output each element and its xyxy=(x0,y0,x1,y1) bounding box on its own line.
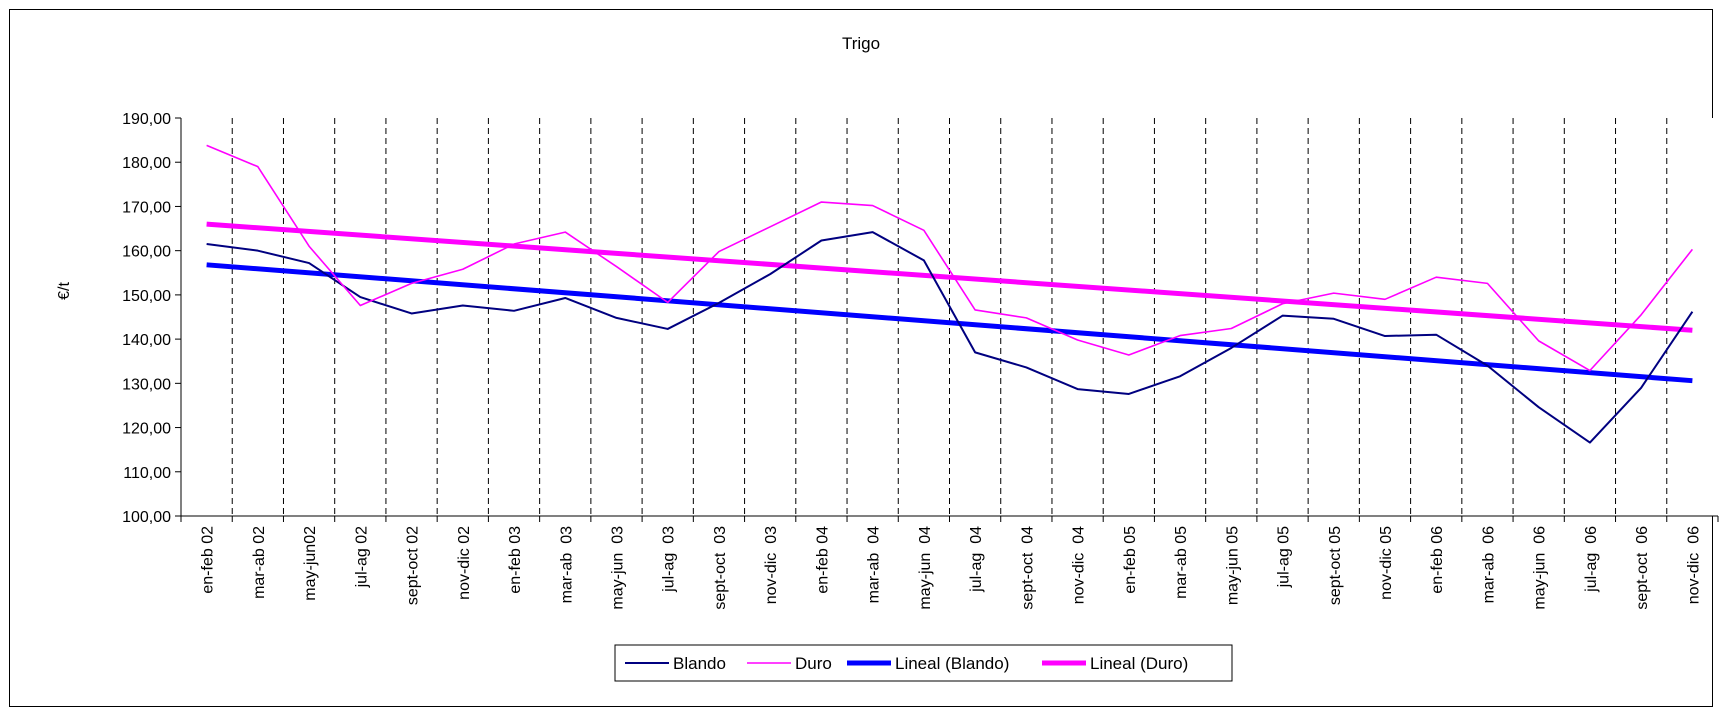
x-tick-label: en-feb 04 xyxy=(814,526,831,594)
x-tick-label: jul-ag 03 xyxy=(661,526,678,593)
x-tick-label: sept-oct 06 xyxy=(1634,526,1651,610)
x-tick-label: may-jun 05 xyxy=(1224,526,1241,605)
x-tick-label: en-feb 05 xyxy=(1122,526,1139,594)
x-tick-label: nov-dic 04 xyxy=(1071,526,1088,604)
grid-lines xyxy=(231,118,1668,516)
x-tick-label: mar-ab 05 xyxy=(1173,526,1190,599)
series-line-lineal-duro xyxy=(206,221,1693,333)
y-tick-label: 140,00 xyxy=(122,332,171,349)
legend-label: Lineal (Duro) xyxy=(1090,654,1188,673)
x-tick-label: jul-ag 05 xyxy=(1276,526,1293,588)
y-tick-label: 110,00 xyxy=(123,465,171,482)
x-tick-label: mar-ab 06 xyxy=(1480,526,1497,603)
x-tick-label: nov-dic 05 xyxy=(1378,526,1395,600)
x-tick-label: en-feb 03 xyxy=(507,526,524,594)
series-line-lineal-blando xyxy=(206,262,1693,384)
legend-label: Duro xyxy=(795,654,832,673)
x-tick-label: sept-oct 02 xyxy=(405,526,422,605)
y-axis-ticks: 100,00 110,00 120,00 130,00 140,00 150,00 160,… xyxy=(122,111,181,526)
x-tick-label: jul-ag 04 xyxy=(968,526,985,593)
x-tick-label: en-feb 06 xyxy=(1429,526,1446,594)
y-tick-label: 190,00 xyxy=(122,111,171,128)
y-tick-label: 180,00 xyxy=(122,155,171,172)
y-axis-label: €/t xyxy=(56,282,73,300)
series-line-blando xyxy=(206,231,1694,444)
series-line-duro xyxy=(206,144,1694,372)
x-tick-label: may-jun 04 xyxy=(917,526,934,610)
x-axis-ticks: en-feb 02 mar-ab 02 may-jun02 jul-ag 02 sept… xyxy=(180,516,1719,610)
y-tick-label: 170,00 xyxy=(122,199,171,216)
chart-title: Trigo xyxy=(842,34,880,53)
x-tick-label: mar-ab 03 xyxy=(558,526,575,603)
x-tick-label: jul-ag 02 xyxy=(353,526,370,588)
y-tick-label: 120,00 xyxy=(122,421,171,438)
y-tick-label: 130,00 xyxy=(122,376,171,393)
x-tick-label: jul-ag 06 xyxy=(1583,526,1600,593)
x-tick-label: mar-ab 04 xyxy=(866,526,883,603)
x-tick-label: nov-dic 06 xyxy=(1685,526,1702,604)
x-tick-label: may-jun02 xyxy=(302,526,319,601)
legend-box xyxy=(614,644,1233,682)
x-tick-label: mar-ab 02 xyxy=(251,526,268,599)
series-lines xyxy=(206,144,1694,444)
legend-label: Blando xyxy=(673,654,726,673)
x-tick-label: may-jun 06 xyxy=(1532,526,1549,610)
x-tick-label: may-jun 03 xyxy=(609,526,626,610)
x-tick-label: sept-oct 03 xyxy=(712,526,729,610)
legend-label: Lineal (Blando) xyxy=(895,654,1009,673)
x-tick-label: sept-oct 04 xyxy=(1019,526,1036,610)
x-tick-label: en-feb 02 xyxy=(200,526,217,594)
y-tick-label: 160,00 xyxy=(122,244,171,261)
y-tick-label: 150,00 xyxy=(122,288,171,305)
x-tick-label: sept-oct 05 xyxy=(1327,526,1344,605)
y-tick-label: 100,00 xyxy=(122,509,171,526)
x-tick-label: nov-dic 02 xyxy=(456,526,473,600)
legend: Blando Duro Lineal (Blando) Lineal (Duro) xyxy=(614,644,1233,682)
x-tick-label: nov-dic 03 xyxy=(763,526,780,604)
